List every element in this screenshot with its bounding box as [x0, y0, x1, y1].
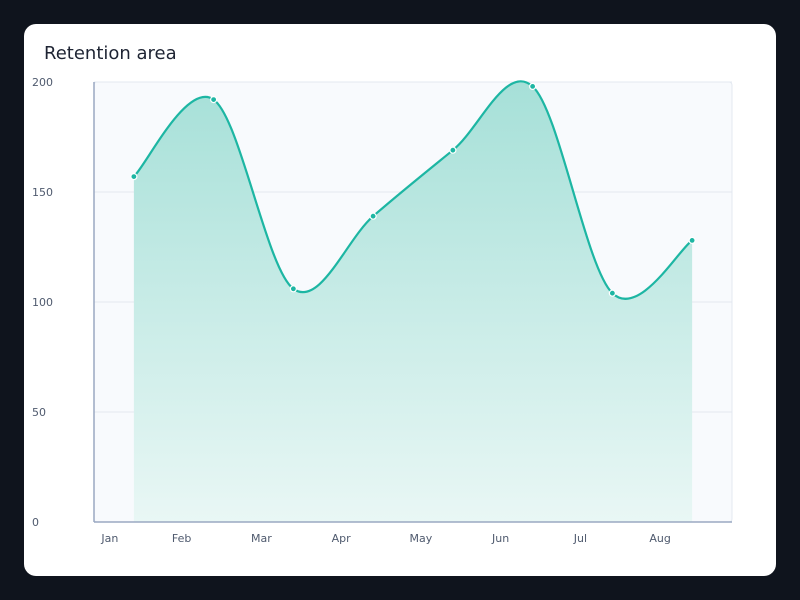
- y-tick-label: 0: [32, 516, 39, 529]
- data-point[interactable]: [130, 173, 138, 181]
- y-tick-label: 150: [32, 186, 53, 199]
- data-point[interactable]: [449, 146, 457, 154]
- data-point[interactable]: [529, 82, 537, 91]
- x-tick-label: Mar: [251, 532, 272, 545]
- x-tick-label: May: [410, 532, 433, 545]
- x-tick-label: Feb: [172, 532, 191, 545]
- series-area: [133, 81, 693, 523]
- x-tick-label: Jan: [100, 532, 118, 545]
- y-tick-label: 200: [32, 76, 53, 89]
- x-tick-label: Apr: [332, 532, 352, 545]
- data-point[interactable]: [289, 285, 297, 293]
- data-point[interactable]: [369, 212, 377, 220]
- data-point[interactable]: [210, 95, 218, 104]
- x-tick-label: Jun: [491, 532, 509, 545]
- data-point[interactable]: [688, 236, 696, 244]
- x-tick-label: Jul: [573, 532, 587, 545]
- y-tick-label: 100: [32, 296, 53, 309]
- data-point[interactable]: [608, 289, 616, 297]
- chart-title: Retention area: [44, 43, 177, 64]
- x-tick-label: Aug: [649, 532, 670, 545]
- y-tick-label: 50: [32, 406, 46, 419]
- series-line: [133, 80, 693, 300]
